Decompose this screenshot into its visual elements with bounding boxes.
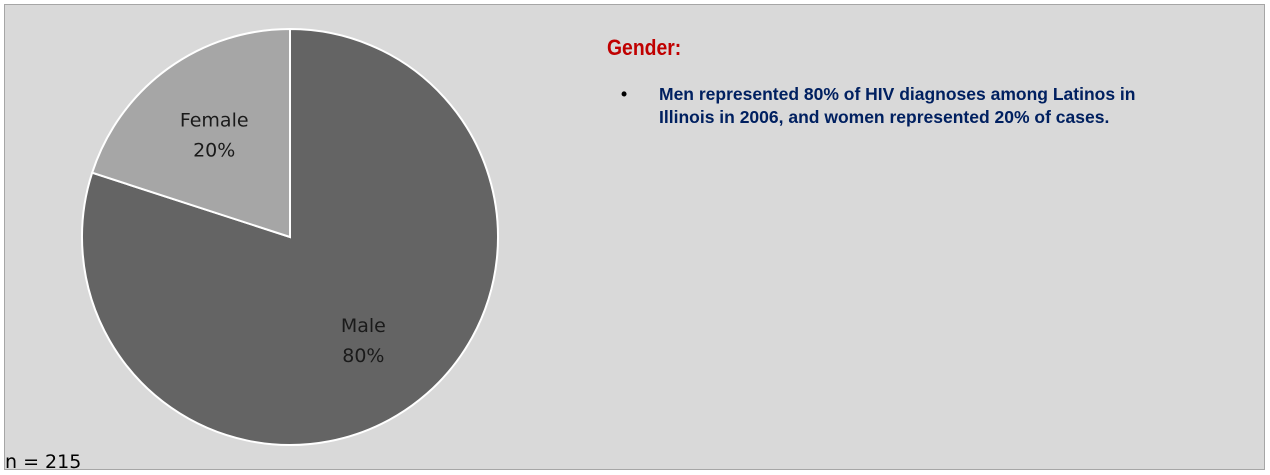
bullet-text: Men represented 80% of HIV diagnoses amo… [659,84,1136,127]
pie-label-female: Female [180,110,249,132]
gender-summary: Gender: • Men represented 80% of HIV dia… [607,35,1167,129]
pie-slice-female [90,27,291,239]
bullet-icon: • [621,84,628,104]
pie-label-male: Male [341,315,386,337]
bullet-item: • Men represented 80% of HIV diagnoses a… [607,83,1169,129]
sample-size-label: n = 215 [5,451,82,473]
pie-percent-male: 80% [342,345,384,367]
pie-chart: Male 80% Female 20% [81,27,499,446]
bullet-list: • Men represented 80% of HIV diagnoses a… [607,83,1167,129]
pie-percent-female: 20% [193,140,235,162]
chart-panel: Male 80% Female 20% n = 215 Gender: • Men r… [4,4,1265,473]
section-heading: Gender: [607,35,682,60]
